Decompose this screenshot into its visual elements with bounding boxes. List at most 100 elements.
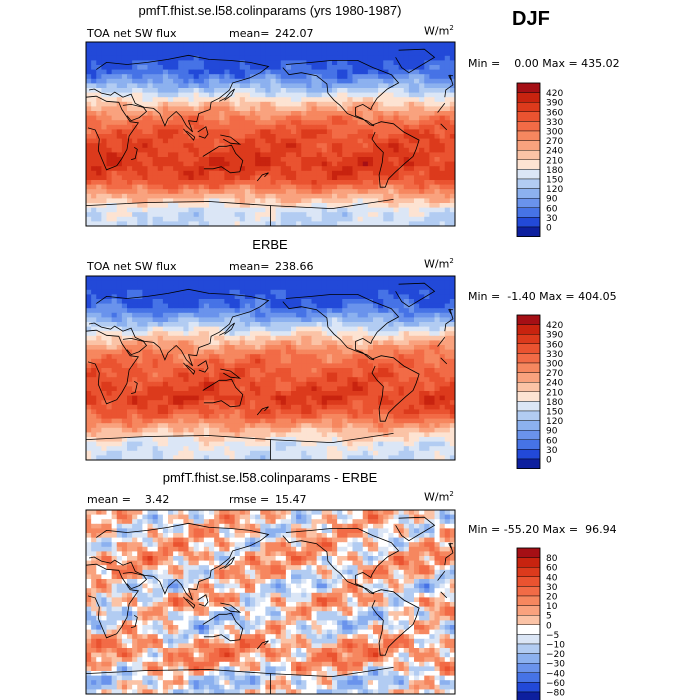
map-cell: [393, 377, 400, 383]
map-cell: [403, 55, 410, 61]
map-cell: [337, 97, 343, 103]
map-cell: [367, 345, 374, 350]
map-cell: [116, 115, 123, 121]
map-cell: [260, 372, 266, 378]
map-cell: [280, 317, 287, 323]
map-cell: [116, 221, 123, 227]
map-cell: [408, 120, 415, 126]
map-cell: [229, 143, 236, 149]
colorbar-tick-label: 390: [546, 99, 563, 109]
map-cell: [332, 294, 338, 300]
map-cell: [388, 42, 394, 47]
map-cell: [408, 129, 415, 135]
map-cell: [219, 294, 225, 300]
map-cell: [383, 78, 389, 84]
map-cell: [321, 335, 328, 341]
map-cell: [301, 400, 307, 406]
map-cell: [229, 147, 236, 153]
map-cell: [142, 216, 148, 222]
map-cell: [229, 198, 236, 204]
map-cell: [408, 326, 415, 332]
map-cell: [326, 280, 333, 286]
map-cell: [301, 377, 307, 383]
map-cell: [244, 69, 251, 75]
map-cell: [444, 294, 451, 300]
map-cell: [408, 184, 415, 190]
map-cell: [137, 308, 143, 314]
map-cell: [152, 299, 159, 304]
map-cell: [398, 115, 405, 121]
map-cell: [214, 193, 220, 199]
map-cell: [270, 170, 277, 176]
map-cell: [244, 368, 251, 373]
map-cell: [255, 69, 261, 75]
map-cell: [229, 65, 236, 70]
map-cell: [157, 92, 164, 98]
coastline: [130, 146, 138, 160]
map-cell: [347, 354, 353, 360]
map-cell: [173, 147, 179, 153]
map-cell: [362, 147, 369, 153]
map-cell: [362, 161, 369, 167]
map-cell: [193, 331, 200, 337]
map-cell: [414, 400, 420, 406]
map-cell: [332, 368, 338, 373]
map-cell: [178, 372, 184, 378]
map-cell: [229, 395, 236, 401]
map-cell: [188, 78, 195, 84]
map-cell: [209, 147, 215, 153]
map-cell: [188, 400, 195, 406]
map-cell: [178, 55, 184, 61]
map-cell: [250, 147, 256, 153]
map-cell: [337, 340, 343, 346]
map-cell: [311, 368, 318, 373]
map-cell: [270, 207, 277, 213]
map-cell: [239, 120, 246, 126]
coastline: [437, 103, 446, 113]
map-cell: [101, 42, 107, 47]
map-cell: [424, 395, 430, 401]
map-cell: [280, 157, 287, 162]
map-cell: [219, 147, 225, 153]
map-cell: [255, 60, 261, 66]
map-cell: [121, 322, 128, 327]
map-panel-1: [85, 41, 456, 227]
map-cell: [203, 386, 210, 392]
map-cell: [142, 170, 148, 176]
map-cell: [388, 358, 394, 364]
map-cell: [157, 83, 164, 89]
map-cell: [183, 55, 189, 61]
map-cell: [162, 115, 169, 121]
map-cell: [367, 115, 374, 121]
map-cell: [449, 289, 456, 295]
map-cell: [449, 212, 456, 218]
map-cell: [275, 152, 282, 158]
map-cell: [296, 92, 302, 98]
map-cell: [234, 134, 241, 139]
map-cell: [239, 276, 246, 281]
map-cell: [388, 354, 394, 360]
map-cell: [429, 143, 435, 149]
map-cell: [162, 312, 169, 318]
map-cell: [419, 207, 425, 213]
map-cell: [203, 212, 210, 218]
map-cell: [337, 363, 343, 369]
map-cell: [398, 280, 405, 286]
map-cell: [326, 363, 333, 369]
map-cell: [137, 184, 143, 190]
map-cell: [244, 391, 251, 396]
map-cell: [121, 303, 128, 309]
map-cell: [116, 285, 123, 291]
map-cell: [285, 294, 292, 300]
map-cell: [280, 138, 287, 144]
map-cell: [342, 372, 348, 378]
map-cell: [444, 216, 451, 222]
map-cell: [178, 88, 184, 93]
map-cell: [362, 193, 369, 199]
map-cell: [342, 134, 348, 139]
map-cell: [321, 326, 328, 332]
map-cell: [101, 115, 107, 121]
map-cell: [316, 101, 323, 107]
map-cell: [127, 340, 133, 346]
map-cell: [316, 83, 323, 89]
